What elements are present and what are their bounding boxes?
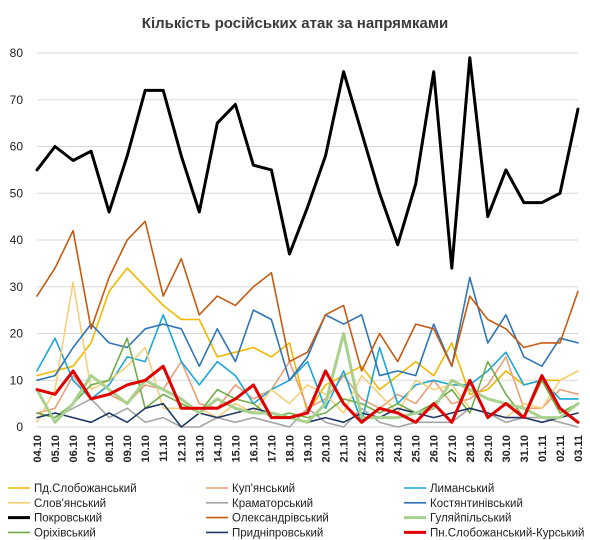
x-tick-label: 25.10 xyxy=(411,435,423,463)
y-tick-label: 60 xyxy=(10,140,24,154)
x-tick-label: 06.10 xyxy=(68,435,80,463)
y-tick-label: 40 xyxy=(10,233,24,247)
x-tick-label: 22.10 xyxy=(357,435,369,463)
x-axis-ticks: 04.10 05.10 06.10 07.10 08.10 09.10 10.10 11.10… xyxy=(32,435,585,463)
x-tick-label: 14.10 xyxy=(212,435,224,463)
x-tick-label: 29.10 xyxy=(483,435,495,463)
series-lines xyxy=(35,56,580,428)
legend-label: Слов'янський xyxy=(34,498,106,510)
y-tick-label: 30 xyxy=(10,280,24,294)
x-tick-label: 16.10 xyxy=(248,435,260,463)
x-tick-label: 12.10 xyxy=(176,435,188,463)
legend-label: Олександрівський xyxy=(232,513,329,525)
y-tick-label: 0 xyxy=(16,420,23,434)
x-tick-label: 19.10 xyxy=(303,435,315,463)
x-tick-label: 13.10 xyxy=(194,435,206,463)
legend-label: Покровський xyxy=(34,513,102,525)
legend-label: Пд.Слобожанський xyxy=(34,483,137,495)
y-tick-label: 20 xyxy=(10,327,24,341)
x-tick-label: 05.10 xyxy=(50,435,62,463)
legend-label: Лиманський xyxy=(430,483,494,495)
x-tick-label: 20.10 xyxy=(321,435,333,463)
series-line xyxy=(36,220,579,372)
x-tick-label: 28.10 xyxy=(465,435,477,463)
x-tick-label: 11.10 xyxy=(158,435,170,462)
x-tick-label: 15.10 xyxy=(230,435,242,463)
legend-label: Пн.Слобожанський-Курський xyxy=(430,527,584,539)
chart-title: Кількість російських атак за напрямками xyxy=(142,15,448,32)
x-tick-label: 09.10 xyxy=(122,435,134,463)
x-tick-label: 10.10 xyxy=(140,435,152,463)
x-tick-label: 21.10 xyxy=(339,435,351,463)
x-tick-label: 23.10 xyxy=(375,435,387,463)
y-axis-ticks: 0 10 20 30 40 50 60 70 80 xyxy=(10,46,24,434)
x-tick-label: 24.10 xyxy=(393,435,405,463)
x-tick-label: 03.11 xyxy=(573,435,585,462)
x-tick-label: 26.10 xyxy=(429,435,441,463)
series-line xyxy=(36,337,579,419)
legend: Пд.Слобожанський Куп'янський Лиманський Сло… xyxy=(8,483,584,539)
series-line xyxy=(36,313,579,424)
y-tick-label: 70 xyxy=(10,93,24,107)
x-tick-label: 30.10 xyxy=(501,435,513,463)
x-tick-label: 31.10 xyxy=(519,435,531,463)
x-tick-label: 08.10 xyxy=(104,435,116,463)
x-tick-label: 02.11 xyxy=(555,435,567,462)
x-tick-label: 17.10 xyxy=(266,435,278,463)
legend-label: Гуляйпільський xyxy=(430,513,511,525)
legend-label: Краматорський xyxy=(232,498,313,510)
series-line xyxy=(36,276,579,382)
legend-label: Придніпровський xyxy=(232,527,323,539)
x-tick-label: 27.10 xyxy=(447,435,459,463)
y-tick-label: 80 xyxy=(10,46,24,60)
series-line xyxy=(35,56,580,270)
x-tick-label: 01.11 xyxy=(537,435,549,462)
legend-label: Костянтинівський xyxy=(430,498,523,510)
y-tick-label: 10 xyxy=(10,373,24,387)
legend-label: Куп'янський xyxy=(232,483,295,495)
y-tick-label: 50 xyxy=(10,186,24,200)
series-line xyxy=(35,332,580,424)
x-tick-label: 18.10 xyxy=(284,435,296,463)
legend-label: Оріхівський xyxy=(34,527,96,539)
x-tick-label: 07.10 xyxy=(86,435,98,463)
x-tick-label: 04.10 xyxy=(32,435,44,463)
series-line xyxy=(35,364,580,424)
